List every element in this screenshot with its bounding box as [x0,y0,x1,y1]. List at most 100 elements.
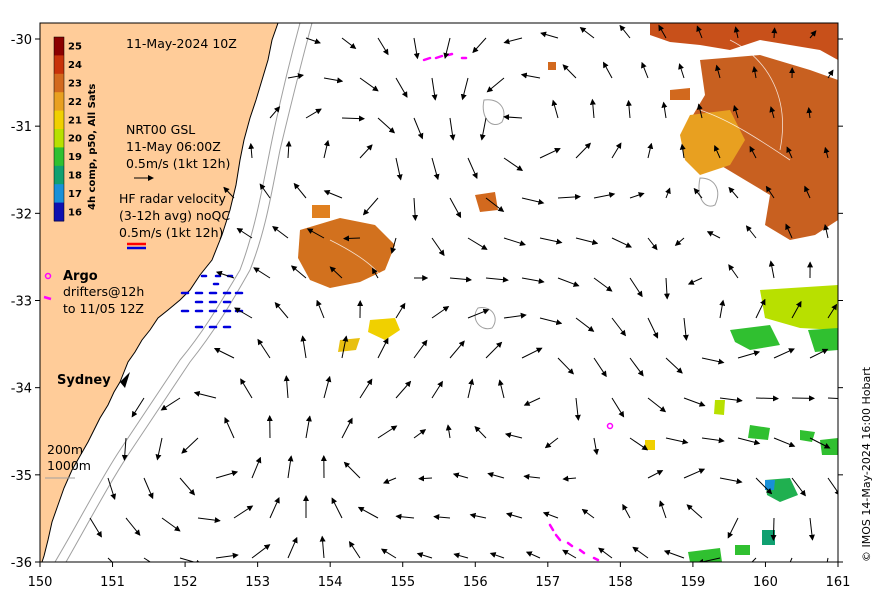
current-arrow [445,424,452,439]
current-arrow [737,350,761,359]
current-arrow [521,347,543,359]
current-arrow [719,477,743,485]
current-arrow [431,306,450,319]
current-arrow [619,24,631,39]
current-arrow [382,477,397,484]
current-arrow [269,496,280,519]
current-arrow [503,37,523,45]
current-arrow [323,375,332,399]
y-tick-label: -33 [11,295,32,310]
current-arrow [665,357,683,374]
current-arrow [293,182,307,199]
colorbar-segment [54,110,64,130]
current-arrow [791,300,802,319]
x-tick-label: 152 [173,575,198,590]
current-arrow [706,231,721,239]
current-arrow [449,340,465,359]
current-arrow [323,77,344,84]
x-tick-label: 161 [826,575,851,590]
argo-float [606,422,614,430]
colorbar-segment [54,55,64,75]
current-arrow [431,77,438,101]
current-arrow [682,317,689,341]
current-arrow [603,61,613,79]
sst-colorbar: 25 24 23 22 21 20 19 18 17 16 [53,36,82,222]
y-tick-label: -34 [11,382,32,397]
current-arrow [647,397,667,413]
current-arrow [503,312,527,319]
current-arrow [395,380,412,399]
current-arrow [557,357,574,375]
current-arrow [107,557,113,562]
current-arrow [579,26,595,39]
current-arrow [341,417,353,439]
current-arrow [733,26,740,39]
current-arrow [449,276,472,283]
colorbar-tick-label: 22 [68,97,82,108]
current-arrow [575,237,599,246]
x-tick-label: 153 [245,575,270,590]
current-arrow [791,477,806,497]
current-arrow [253,267,271,279]
current-arrow [131,397,145,418]
current-arrow [611,317,627,337]
current-arrow [179,477,196,496]
current-arrow [215,470,239,479]
current-arrow [727,517,739,539]
current-arrow [701,357,725,365]
colorbar-tick-label: 16 [68,207,82,218]
current-arrow [274,302,289,319]
current-arrow [622,503,631,519]
current-arrow [161,517,181,532]
current-arrow [395,513,415,520]
current-arrow [674,237,685,246]
x-tick-label: 160 [753,575,778,590]
current-arrow [233,505,254,519]
current-arrow [479,117,487,141]
current-arrow [629,357,644,377]
contour-label-1000m: 1000m [47,458,91,473]
current-arrow [234,307,253,319]
current-arrow [665,437,689,445]
current-arrow [251,544,271,559]
current-arrow [362,197,379,216]
current-arrow [306,228,325,239]
sst-patches [298,23,838,562]
y-tick-label: -35 [11,469,32,484]
current-arrow [269,106,281,119]
current-arrow [769,106,776,119]
current-arrow [696,25,703,39]
current-arrow [525,551,541,559]
x-axis: 150 151 152 153 154 155 156 157 158 159 160 161 [28,562,851,590]
current-arrow [472,37,487,54]
current-arrow [413,37,420,60]
argo-legend-icon [44,272,52,280]
current-arrow [285,140,292,159]
current-arrow [701,437,725,444]
current-arrow [737,437,761,446]
current-arrow [503,237,526,247]
x-tick-label: 156 [463,575,488,590]
current-arrow [575,142,591,159]
current-arrow [433,514,451,521]
colorbar-segment [54,184,64,204]
current-arrow [107,477,117,500]
current-arrow [503,114,523,121]
current-arrow [521,197,545,205]
current-arrow [223,186,235,199]
current-arrow [786,146,793,159]
current-arrow [341,115,365,122]
current-arrow [359,378,373,399]
x-tick-label: 158 [608,575,633,590]
current-arrow [452,472,469,479]
gsl-date: 11-May 06:00Z [126,139,221,154]
colorbar-tick-label: 24 [68,60,82,71]
current-arrow [143,557,152,562]
current-arrow [300,335,307,359]
current-arrow [678,63,685,79]
current-arrow [236,227,253,239]
current-arrow [503,157,524,171]
current-arrow [593,437,599,456]
colorbar-label: 4h comp, p50, All Sats [87,84,98,210]
current-arrow [323,190,343,199]
